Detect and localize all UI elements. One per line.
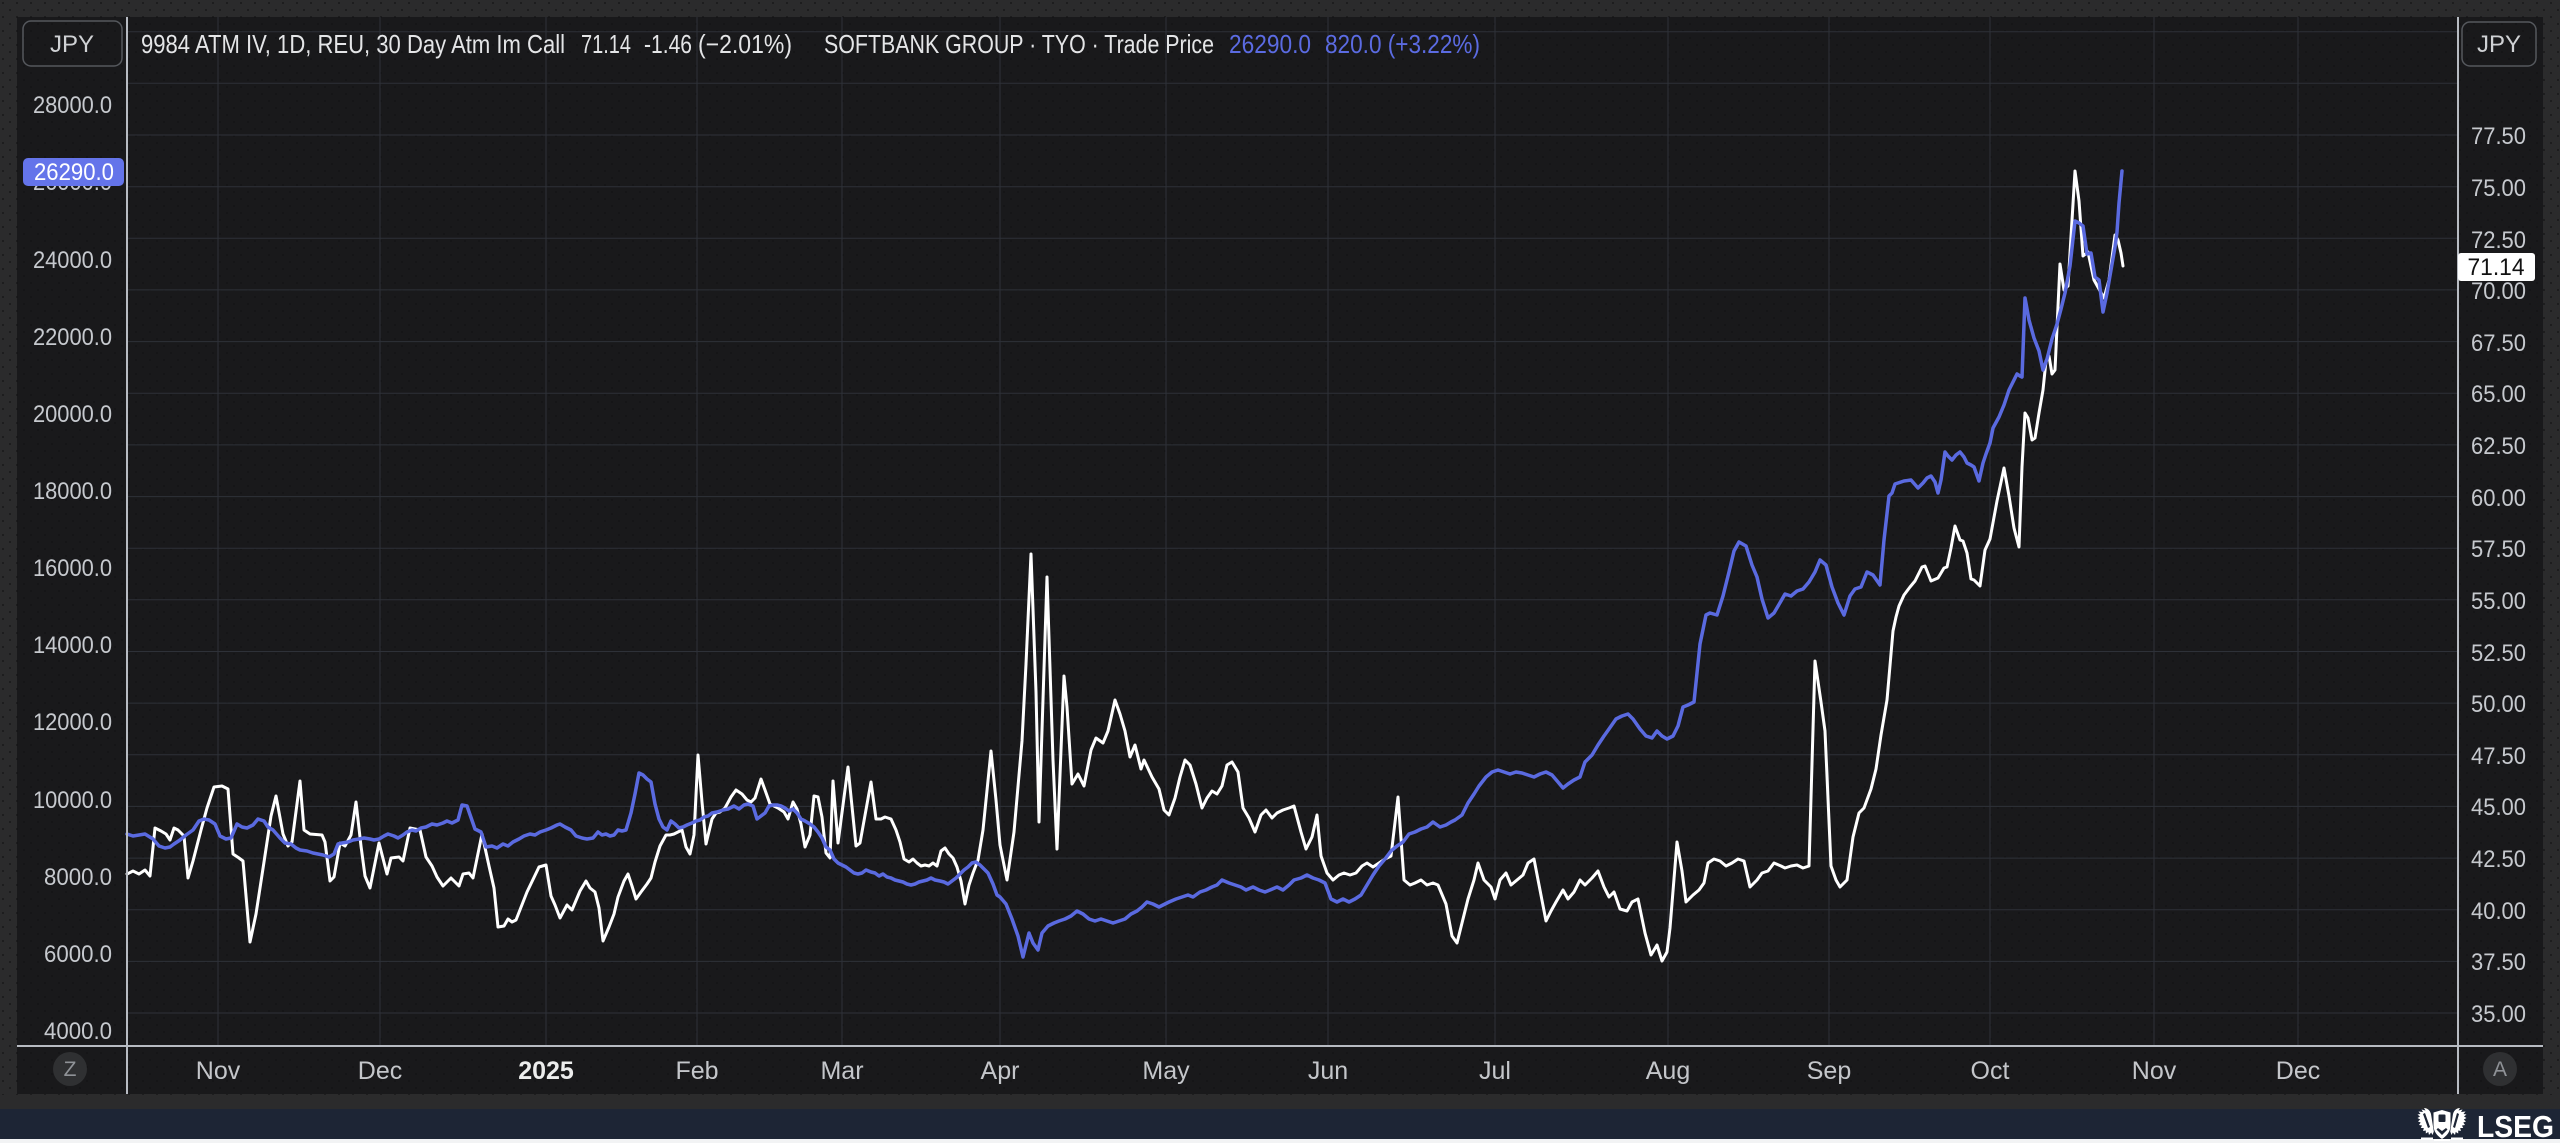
svg-text:67.50: 67.50 [2471,330,2526,357]
svg-text:A: A [2493,1058,2507,1081]
svg-text:Nov: Nov [196,1057,241,1085]
svg-text:26290.0: 26290.0 [34,159,114,186]
svg-text:10000.0: 10000.0 [33,787,112,814]
svg-text:12000.0: 12000.0 [33,709,112,736]
svg-text:Dec: Dec [358,1057,402,1085]
svg-text:9984 ATM IV, 1D, REU, 30 Day A: 9984 ATM IV, 1D, REU, 30 Day Atm Im Call [141,29,565,59]
svg-text:70.00: 70.00 [2471,278,2526,305]
svg-text:20000.0: 20000.0 [33,401,112,428]
svg-text:SOFTBANK GROUP · TYO · Trade P: SOFTBANK GROUP · TYO · Trade Price [824,29,1214,59]
svg-text:57.50: 57.50 [2471,536,2526,563]
svg-text:Nov: Nov [2132,1057,2177,1085]
svg-text:LSEG: LSEG [2477,1109,2554,1143]
svg-text:75.00: 75.00 [2471,175,2526,202]
svg-text:4000.0: 4000.0 [44,1018,112,1045]
svg-text:35.00: 35.00 [2471,1001,2526,1028]
svg-text:24000.0: 24000.0 [33,247,112,274]
svg-text:28000.0: 28000.0 [33,92,112,119]
svg-text:JPY: JPY [2477,31,2521,58]
svg-text:18000.0: 18000.0 [33,478,112,505]
svg-text:14000.0: 14000.0 [33,632,112,659]
svg-text:52.50: 52.50 [2471,640,2526,667]
svg-text:71.14: 71.14 [2468,254,2525,281]
svg-text:22000.0: 22000.0 [33,324,112,351]
svg-text:Jun: Jun [1308,1057,1348,1085]
svg-text:Mar: Mar [820,1057,863,1085]
svg-text:Dec: Dec [2276,1057,2320,1085]
svg-text:50.00: 50.00 [2471,691,2526,718]
svg-text:-1.46: -1.46 [644,29,692,59]
svg-text:Oct: Oct [1971,1057,2010,1085]
svg-text:16000.0: 16000.0 [33,555,112,582]
svg-text:Jul: Jul [1479,1057,1511,1085]
svg-text:Z: Z [64,1058,77,1081]
svg-text:Feb: Feb [675,1057,718,1085]
svg-text:2025: 2025 [518,1057,574,1085]
svg-text:55.00: 55.00 [2471,588,2526,615]
svg-text:40.00: 40.00 [2471,898,2526,925]
svg-text:45.00: 45.00 [2471,794,2526,821]
svg-text:May: May [1142,1057,1190,1085]
svg-text:71.14: 71.14 [581,29,631,59]
svg-text:47.50: 47.50 [2471,743,2526,770]
svg-text:820.0 (+3.22%): 820.0 (+3.22%) [1325,29,1480,59]
svg-text:42.50: 42.50 [2471,846,2526,873]
svg-text:(−2.01%): (−2.01%) [698,29,792,59]
svg-text:Sep: Sep [1807,1057,1851,1085]
svg-text:Aug: Aug [1646,1057,1690,1085]
svg-text:6000.0: 6000.0 [44,941,112,968]
svg-text:65.00: 65.00 [2471,381,2526,408]
svg-text:JPY: JPY [50,31,94,58]
svg-text:60.00: 60.00 [2471,485,2526,512]
svg-text:8000.0: 8000.0 [44,864,112,891]
svg-text:Apr: Apr [981,1057,1020,1085]
svg-text:37.50: 37.50 [2471,949,2526,976]
svg-text:26290.0: 26290.0 [1229,29,1311,59]
svg-text:62.50: 62.50 [2471,433,2526,460]
svg-text:72.50: 72.50 [2471,227,2526,254]
svg-text:77.50: 77.50 [2471,123,2526,150]
